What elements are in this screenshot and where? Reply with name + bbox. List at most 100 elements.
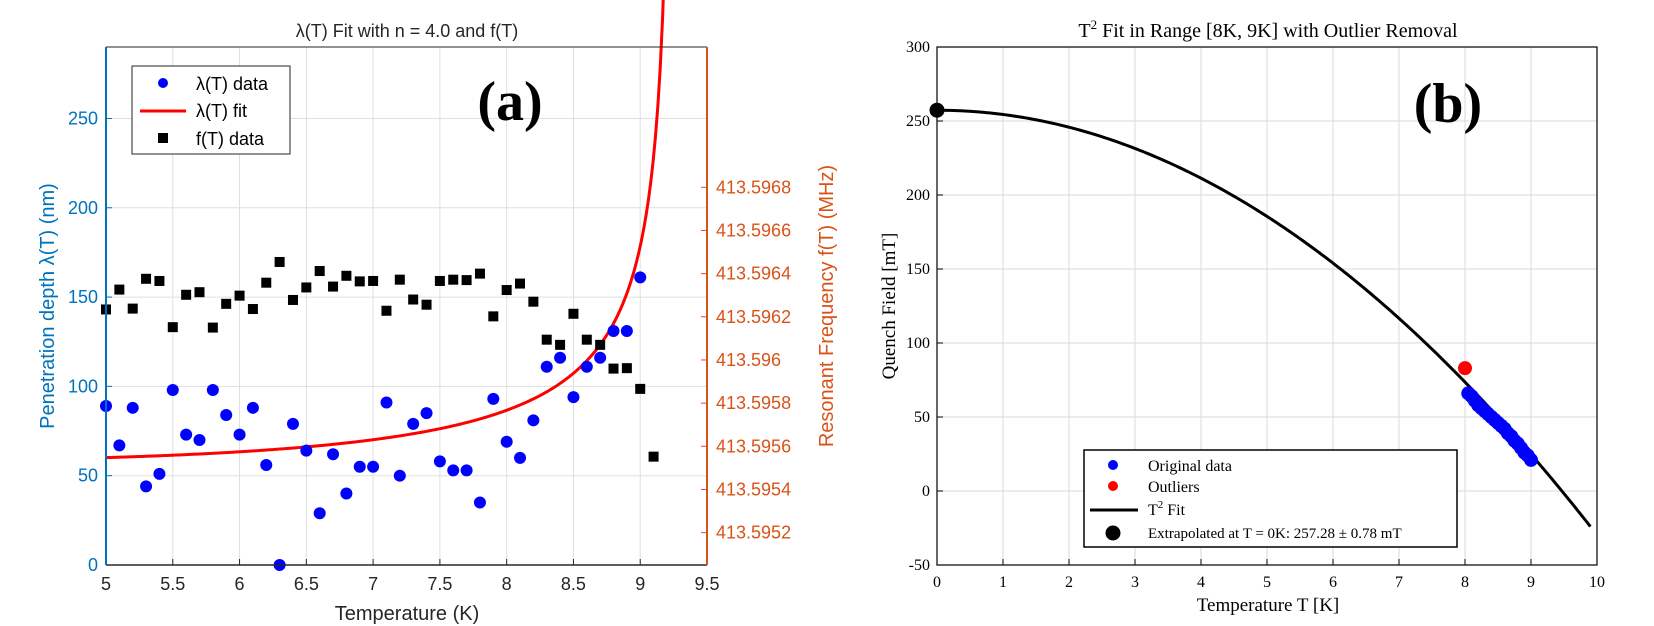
chart-a-lambda-data-point [594,351,607,364]
chart-a-f-data-point [635,383,646,394]
chart-a-legend-label-lambda-data: λ(T) data [196,74,269,94]
chart-a-lambda-data-point [554,351,567,364]
chart-b-legend-fit-sup: 2 [1158,499,1164,511]
chart-a-ytick-left-label: 150 [68,287,98,307]
chart-b-legend-marker-original [1108,460,1118,470]
chart-a-f-data-point [448,274,459,285]
chart-b-ytick-label: -50 [909,557,930,574]
chart-a-xtick-label: 7 [368,574,378,594]
chart-b-xtick-label: 6 [1329,574,1337,591]
chart-b-legend-label-fit: T2 Fit [1148,499,1186,519]
chart-a-lambda-data-point [433,455,446,468]
chart-b-ytick-label: 250 [906,113,930,130]
chart-a-f-data-point [274,256,285,267]
chart-a-f-data-point [648,451,659,462]
chart-a-ytick-right-label: 413.5958 [716,393,791,413]
chart-a-f-data-point [261,277,272,288]
chart-a-lambda-data-point [567,391,580,404]
chart-a-lambda-data-point [166,383,179,396]
chart-a-xtick-label: 7.5 [427,574,452,594]
chart-a-ytick-right-label: 413.5962 [716,307,791,327]
chart-b-xlabel: Temperature T [K] [1197,595,1340,616]
chart-b-legend-fit-prefix: T [1148,502,1158,519]
chart-b-ytick-label: 0 [922,483,930,500]
chart-a-ytick-left-label: 200 [68,198,98,218]
chart-b-xtick-label: 8 [1461,574,1469,591]
chart-b-ytick-label: 200 [906,187,930,204]
chart-b-xtick-label: 0 [933,574,941,591]
chart-a-lambda-data-point [514,451,527,464]
chart-a-lambda-data-point [367,460,380,473]
chart-a-f-data-point [154,275,165,286]
chart-a-lambda-data-point [607,325,620,338]
chart-b-legend-marker-extrapolated [1105,525,1121,541]
chart-a-lambda-data-point [487,392,500,405]
chart-a-f-data-point [301,282,312,293]
chart-a-lambda-data-point [233,428,246,441]
chart-a-f-data-point [528,296,539,307]
chart-b-ytick-label: 300 [906,39,930,56]
chart-a-lambda-data-point [580,360,593,373]
chart-a-lambda-data-point [527,414,540,427]
chart-a-ytick-right-label: 413.5966 [716,220,791,240]
chart-a-lambda-data-point [340,487,353,500]
chart-a-lambda-data-point [620,325,633,338]
chart-a: 5 5.5 6 6.5 7 7.5 8 8.5 9 9.5 0 50 100 150 200 250 413.5… [37,0,838,625]
chart-a-lambda-data-point [500,435,513,448]
chart-a-xlabel: Temperature (K) [335,603,480,625]
chart-b-xtick-label: 7 [1395,574,1403,591]
chart-a-f-data-point [474,268,485,279]
chart-a-f-data-point [354,276,365,287]
chart-b-original-data-point [1524,452,1538,467]
chart-b-legend-label-outliers: Outliers [1148,479,1200,496]
chart-a-ylabel-right: Resonant Frequency f(T) (MHz) [816,165,838,447]
chart-a-lambda-data-point [407,417,420,430]
chart-a-f-data-point [608,363,619,374]
chart-a-f-data-point [368,275,379,286]
chart-a-panel-label: (a) [477,71,542,133]
chart-a-ytick-left-label: 0 [88,555,98,575]
chart-a-lambda-data-point [393,469,406,482]
chart-a-f-data-point [194,287,205,298]
chart-a-lambda-fit-line [105,0,665,460]
chart-a-lambda-data-point [447,464,460,477]
chart-a-fit-layer [105,0,665,460]
chart-b-legend-label-original: Original data [1148,458,1232,475]
chart-b-xtick-label: 4 [1197,574,1205,591]
chart-a-ytick-left-label: 250 [68,108,98,128]
chart-a-xtick-label: 9.5 [694,574,719,594]
chart-b-legend-fit-suffix: Fit [1163,502,1185,519]
chart-a-lambda-data-point [220,408,233,421]
chart-b-ytick-label: 100 [906,335,930,352]
chart-a-f-data-point [114,284,125,295]
chart-a-f-data-point [221,298,232,309]
chart-a-tick-labels: 5 5.5 6 6.5 7 7.5 8 8.5 9 9.5 0 50 100 150 200 250 413.5… [68,108,791,594]
chart-a-f-data-point [341,270,352,281]
chart-b-title-sup: 2 [1091,17,1098,32]
chart-a-xtick-label: 6.5 [294,574,319,594]
chart-a-f-data-point [328,281,339,292]
chart-b-legend: Original data Outliers T2 Fit Extrapolat… [1083,449,1458,548]
chart-a-f-data-point [581,334,592,345]
chart-a-f-data-point [501,285,512,296]
chart-b-xtick-label: 3 [1131,574,1139,591]
chart-a-lambda-data-point [460,464,473,477]
chart-a-lambda-data-point [126,401,139,414]
chart-a-legend-label-lambda-fit: λ(T) fit [196,101,247,121]
chart-a-title: λ(T) Fit with n = 4.0 and f(T) [296,21,519,41]
chart-a-ytick-right-label: 413.5952 [716,523,791,543]
chart-b-ytick-label: 150 [906,261,930,278]
chart-b-axes-box [936,46,1598,566]
chart-b-xtick-label: 1 [999,574,1007,591]
chart-b-title-suffix: Fit in Range [8K, 9K] with Outlier Remov… [1097,20,1458,42]
chart-b-legend-marker-outliers [1108,481,1118,491]
chart-a-xtick-label: 8 [502,574,512,594]
chart-a-ytick-right-label: 413.5956 [716,436,791,456]
chart-a-f-data-point [394,274,405,285]
chart-a-lambda-data-point [380,396,393,409]
chart-b-xtick-label: 10 [1589,574,1605,591]
chart-a-lambda-data-point [260,458,273,471]
chart-b-xtick-label: 5 [1263,574,1271,591]
chart-b-data-layer [929,102,1538,467]
